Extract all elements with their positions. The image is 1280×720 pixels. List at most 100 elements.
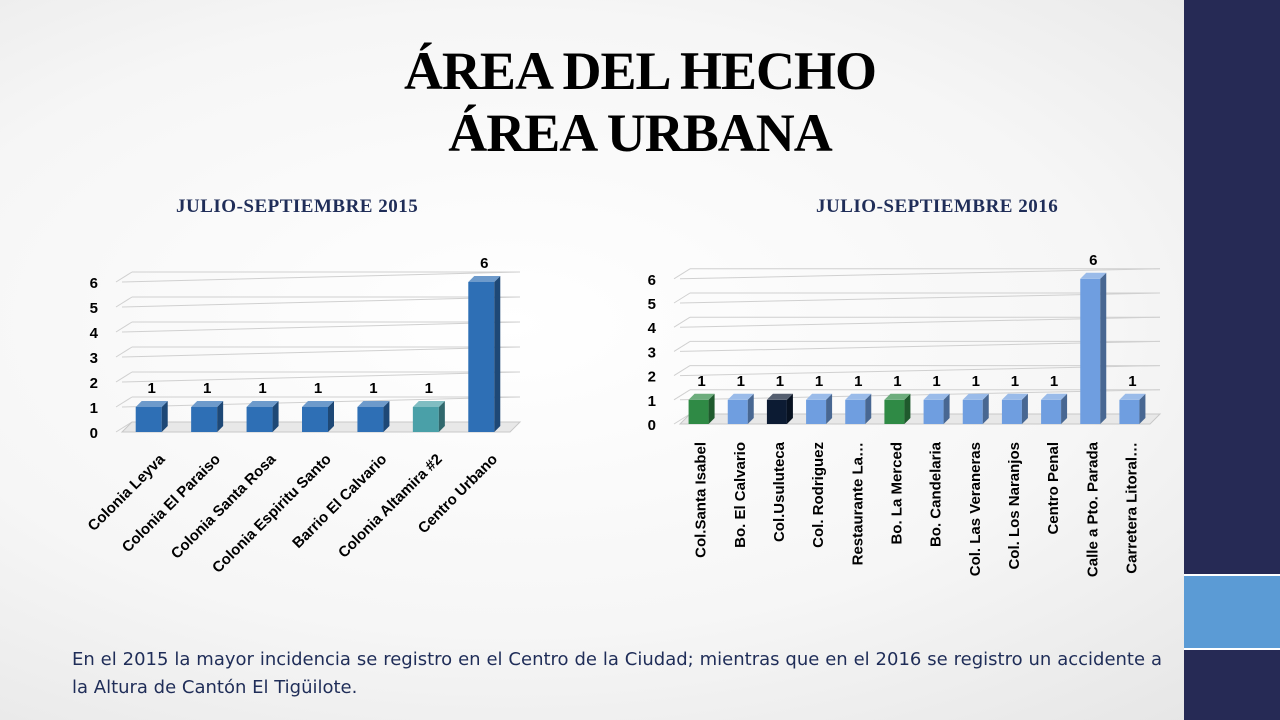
bar-top [135,401,168,407]
gridline-side-5 [115,296,133,308]
bar-front [191,407,218,432]
bar-side [161,401,168,432]
category-label: Colonia El Paraiso [119,451,224,556]
gridline-floor-5 [679,292,1161,304]
gridline-floor-1 [679,389,1161,401]
sidebar-rule-bottom [1184,648,1280,650]
bar-8 [962,393,989,424]
y-tick-label: 4 [648,320,657,337]
bar-side [272,401,279,432]
gridline-side-0 [115,421,133,433]
bar-4 [806,393,833,424]
bar-front [1041,399,1062,424]
gridline-side-5 [673,292,691,304]
slide-title-line1: ÁREA DEL HECHO [403,41,877,101]
bar-front [468,282,495,432]
bar-side [786,393,793,424]
gridline-side-1 [673,389,691,401]
gridline-floor-6 [679,268,1161,280]
bar-top [688,393,715,400]
y-tick-label: 6 [90,275,98,292]
bar-top [1080,272,1107,279]
bar-front [845,399,866,424]
gridline-side-3 [673,340,691,352]
data-label: 1 [1128,373,1136,390]
bar-front [246,407,273,432]
bar-side [328,401,334,432]
bar-side [708,393,715,424]
gridline-side-2 [673,365,691,377]
slide-caption: En el 2015 la mayor incidencia se regist… [72,649,1162,698]
data-label: 1 [815,373,823,390]
bar-front [135,407,162,432]
y-tick-label: 3 [648,344,656,361]
data-label: 1 [369,380,377,397]
bar-top [468,276,501,282]
bar-12 [1119,393,1146,424]
bar-10 [1041,393,1068,424]
data-label: 1 [1050,373,1058,390]
bar-side [982,393,989,424]
chart-1: 0 1 2 3 4 5 6 1 Col.Santa Isabel 1 Bo. El Calvario… [648,252,1162,577]
gridline-side-4 [673,316,691,328]
bar-front [1080,278,1101,424]
bar-top [806,393,833,400]
data-label: 1 [737,373,745,390]
gridline-floor-2 [679,365,1161,377]
gridline-floor-5 [121,296,521,308]
gridline-floor-3 [121,346,521,358]
bar-side [943,393,950,424]
bar-5 [845,393,872,424]
data-label: 1 [776,373,784,390]
gridline-floor-4 [121,321,521,333]
bar-top [727,393,754,400]
data-label: 1 [893,373,901,390]
bar-top [884,393,911,400]
y-tick-label: 0 [90,425,98,442]
gridline-side-3 [115,346,133,358]
bar-top [1119,393,1146,400]
bar-front [884,399,905,424]
category-label: Restaurante La… [849,442,866,565]
data-label: 1 [972,373,980,390]
gridline-floor-4 [679,316,1161,328]
data-label: 1 [1011,373,1019,390]
bar-side [1139,393,1146,424]
bar-side [826,393,833,424]
category-label: Barrio El Calvario [289,451,390,552]
bar-side [217,401,224,432]
data-label: 1 [425,380,433,397]
bar-front [302,407,328,432]
bar-side [1061,393,1068,424]
category-label: Centro Penal [1045,442,1062,535]
bar-side [494,276,501,432]
bar-front [688,399,709,424]
gridline-floor-3 [679,340,1161,352]
gridline-floor-6 [121,271,521,283]
bar-top [962,393,989,400]
gridline-side-1 [115,396,133,408]
slide-title: ÁREA DEL HECHO ÁREA URBANA [280,40,1000,164]
bar-2 [727,393,754,424]
gridline-floor-2 [121,371,521,383]
data-label: 1 [148,380,156,397]
y-tick-label: 2 [90,375,98,392]
bar-front [1001,399,1022,424]
bar-front [412,407,439,432]
category-label: Colonia Santa Rosa [168,450,280,562]
bar-top [191,401,224,407]
bar-front [357,407,384,432]
slide-title-line2: ÁREA URBANA [448,103,833,163]
category-label: Col. Los Naranjos [1006,442,1023,570]
bar-7 [923,393,950,424]
data-label: 1 [932,373,940,390]
bar-11 [1080,272,1107,424]
bar-3 [246,401,279,432]
bar-top [923,393,950,400]
bar-front [1119,399,1140,424]
bar-side [438,401,445,432]
bar-front [766,399,787,424]
data-label: 1 [203,380,211,397]
category-label: Col. Las Veraneras [967,442,984,576]
